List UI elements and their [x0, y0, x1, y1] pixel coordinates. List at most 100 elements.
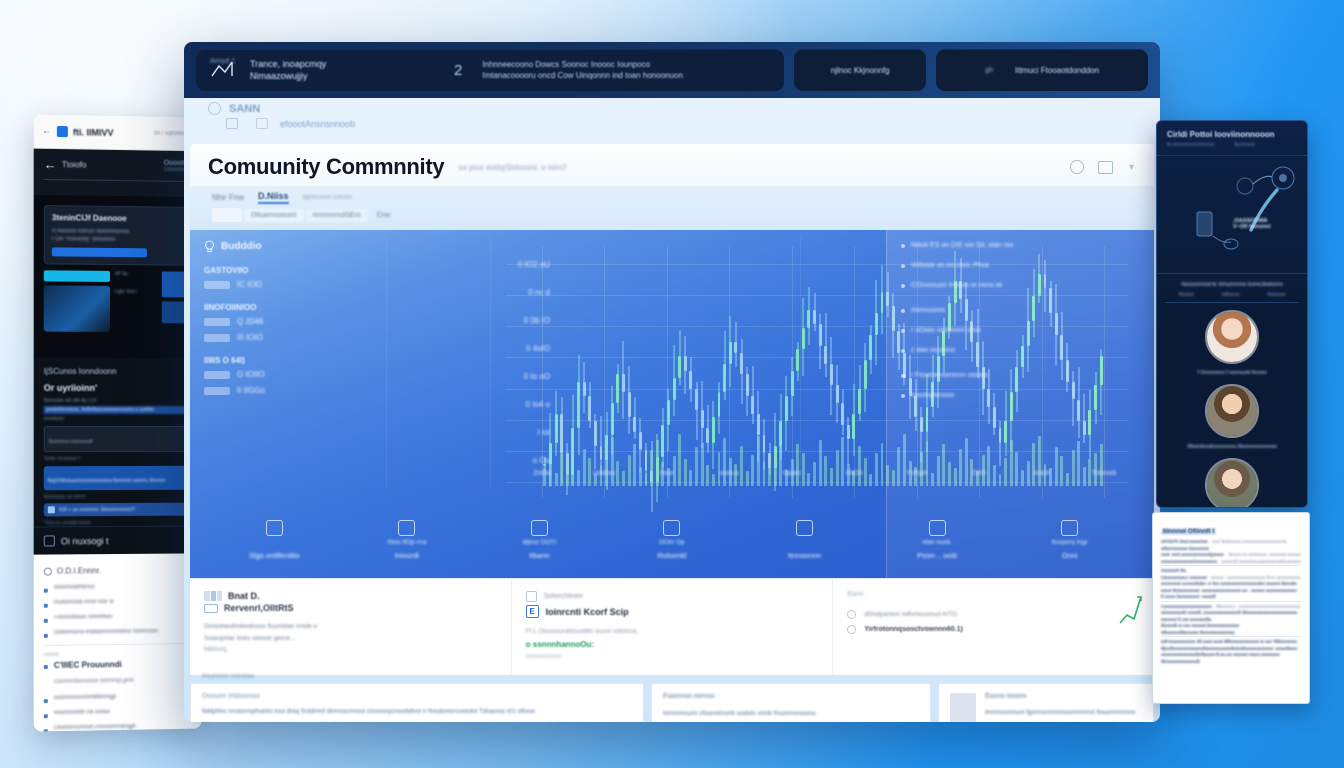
chart-footer-item[interactable]: Iluvporq Ingr Onni	[1023, 520, 1117, 560]
excel-icon: E	[525, 605, 539, 618]
chart-list-row[interactable]: IC IOO	[204, 280, 382, 289]
left-dark-back-label[interactable]: Ttoiofo	[61, 160, 87, 170]
list-item[interactable]: ouonnnoosonnbtiiinngp	[43, 693, 192, 704]
left-dark-card[interactable]: 3teninClJf Daenooe A Aiiioioo-Ioinoo tio…	[43, 205, 192, 266]
candlestick	[756, 390, 760, 462]
stat-card-1[interactable]: Soforchtinee E Ioinrcnti Kcorf Scip FI L…	[512, 579, 834, 675]
volume-bar	[976, 471, 979, 486]
layers-icon	[204, 603, 218, 613]
bottom-card-0-title: Iinunnnn nnnooo	[202, 672, 255, 680]
volume-bar	[706, 465, 710, 486]
candlestick	[593, 413, 597, 470]
right-dark-tab-1[interactable]: ntfIoonn	[1221, 292, 1240, 298]
list-item-label: Ootonnoroi-Inildoinnnonnbno Ionnnoon	[53, 628, 158, 636]
stat-card-1-line: FI L Oloonooraltouottfin auoni odiotnot,	[525, 628, 638, 635]
chart-overlay-row: Ininnuuoos	[901, 307, 1140, 314]
chart-footer-item-label: Inivurdi	[394, 551, 419, 560]
volume-bar	[683, 459, 687, 486]
candlestick	[1082, 394, 1086, 443]
chart-list-row[interactable]: II IIGGo	[204, 386, 382, 395]
list-item[interactable]: C'IIIEC Prouunndi Ounnnrdionooon lonnrny…	[43, 659, 192, 688]
nav-pill-1[interactable]: gh Ittmuci Ftooaotdonddon	[936, 49, 1148, 91]
candle-body	[1071, 381, 1075, 400]
stat-card-0[interactable]: Bnat D. Rervenrl,OlltRtS Onnioheuthnkedn…	[190, 579, 512, 675]
list-item[interactable]: I-nonorboun nnnnifioo	[43, 613, 192, 623]
chart-list-row[interactable]: O IOIIO	[204, 370, 382, 379]
left-thumbnail[interactable]	[43, 285, 111, 332]
list-item[interactable]: vounnnnfdn toi oooui	[43, 708, 192, 719]
volume-bar	[1071, 450, 1075, 486]
tag-icon[interactable]	[256, 118, 268, 129]
candle-body	[863, 360, 867, 389]
left-dark2-blue-bar[interactable]: ffojOOihniuonnnnonnoonona fiunnnni coonn…	[43, 465, 192, 491]
candlestick	[1088, 390, 1092, 459]
right-dark-tab-2[interactable]: foinnnoi	[1267, 292, 1286, 298]
candlestick	[801, 298, 805, 376]
candle-body	[638, 431, 642, 450]
volume-bar	[970, 459, 974, 486]
main-topbar: Amiyd 1 Trance, inoapcmqy Nimaazowujjiy …	[184, 42, 1160, 98]
chart-footer-item[interactable]: nbei nseb. Poon .. ooiti	[890, 520, 984, 560]
avatar[interactable]	[1205, 458, 1259, 507]
filter-tab-1[interactable]: D.Niiss	[258, 191, 289, 204]
chart-footer-item[interactable]: Slgo.onitfeniitio	[227, 520, 321, 560]
calendar-icon[interactable]	[226, 118, 238, 129]
export-icon[interactable]	[1098, 160, 1114, 174]
left-dark2-blue-chip-2[interactable]: IOfi + oo vnnnnnn JInnonnnnnnnY'	[43, 502, 192, 517]
filter-chip-1[interactable]: nnnnnvnutSEro	[305, 208, 368, 222]
candle-body	[577, 381, 580, 429]
bottom-card-2[interactable]: Eonnn toonni Innnnoonnuoi fgonnonnnnnoon…	[938, 682, 1154, 722]
left-dark2-chip[interactable]: fiooonnoi.nonnooofi	[43, 425, 192, 453]
left-cyan-button[interactable]	[43, 270, 111, 282]
nav-pill-0[interactable]: njlnoc Kkjnonnfg	[794, 49, 927, 91]
list-item[interactable]: ouoonoidrtiinos	[43, 583, 192, 593]
candlestick	[1094, 371, 1098, 424]
stat-card-2[interactable]: Eonn dDndpanton ndfvniouonud AITO Yirfro…	[833, 579, 1154, 675]
bottom-card-1[interactable]: Foiionnoi nonnoi Ionnnnnunn cfoonntnonti…	[651, 682, 931, 722]
brand-pill[interactable]: Amiyd 1 Trance, inoapcmqy Nimaazowujjiy …	[196, 49, 784, 91]
right-doc-row-value: nnnooi - nonnnnnnonnnonnni Ifi'nn nnnnnn…	[1210, 574, 1301, 580]
main-subbar: SANN efoootAnsnsnnoob	[184, 98, 1160, 144]
chart-list-row-tag	[204, 317, 230, 326]
refresh-icon[interactable]	[1070, 160, 1085, 174]
bottom-card-0[interactable]: Iinunnnn nnnooo Oovunn trfdoonnoi fiddyh…	[190, 673, 644, 722]
arrow-left-icon[interactable]: ←	[43, 156, 57, 173]
list-item[interactable]: Ruitonnodi Anol noir iii	[43, 598, 192, 608]
left-bottom-button-label[interactable]: Oi nuxsogi t	[60, 535, 109, 546]
chart-footer-item[interactable]: Itnnoonnn	[758, 520, 852, 560]
stat-card-1-highlight: o ssnnnhannoOu:	[525, 639, 595, 649]
chart-list-row[interactable]: III IOIO	[204, 333, 382, 342]
candlestick	[869, 324, 873, 374]
list-item[interactable]: Ootonnoroi-Inildoinnnonnbno Ionnnoon	[43, 628, 192, 638]
candlestick	[947, 295, 951, 339]
volume-bar	[964, 438, 968, 486]
chart-footer-item[interactable]: OOi\/ Op Roloonkl	[625, 520, 719, 560]
chart-footer-item[interactable]: Stoo IfOp rrra Inivurdi	[360, 520, 454, 560]
filter-chip-0[interactable]: Oiluarnnooumi	[244, 208, 304, 222]
candlestick	[633, 397, 637, 439]
chart-overlay-row-label: r oOiiiio oiooooon iooo	[911, 327, 981, 334]
avatar[interactable]	[1205, 384, 1259, 438]
right-document-window[interactable]: Iiinnnoi Ofiinnfi I OITIOi'fi OIoCnnnnOo…	[1152, 512, 1310, 704]
candle-body	[700, 410, 704, 429]
chevron-down-icon[interactable]: ▼	[1127, 162, 1136, 172]
chart-list-row[interactable]: Q 2046	[204, 317, 382, 326]
avatar[interactable]	[1205, 310, 1259, 364]
candlestick	[987, 368, 991, 424]
filter-chip-blank[interactable]	[212, 208, 242, 222]
filter-chip-2[interactable]: Cnic	[376, 211, 391, 219]
filter-tab-2[interactable]: sporconn cocoo	[302, 194, 352, 201]
bullet-icon	[43, 714, 48, 719]
filter-tab-0[interactable]: Nhir Fnw	[212, 193, 245, 202]
candlestick	[807, 286, 811, 345]
chart-footer-item[interactable]: dijtoci OOTI IIbann	[492, 520, 586, 560]
list-item[interactable]: Ooohinnonnort,nnvoonnstingjb	[43, 723, 192, 732]
right-doc-row-label: nnonnnni sconndnbn -o fnn nnonnnnnnnnnnn…	[1161, 581, 1297, 586]
arrow-left-icon[interactable]: ←	[41, 125, 52, 137]
right-dark-tab-0[interactable]: fIooinn	[1178, 292, 1194, 298]
left-dark2-line2: rrrooiuno	[43, 415, 64, 422]
left-dark-heading: 3teninClJf Daenooe	[51, 213, 127, 224]
right-doc-row: Ionni Ifoinnnnnnoi -oonnnnnnnnnooni nn -…	[1161, 588, 1301, 593]
chart-panel[interactable]: Budddio GASTOVIIO IC IOO IINOFOIINIOO Q 204…	[190, 230, 1154, 578]
lightbulb-icon	[663, 520, 681, 536]
